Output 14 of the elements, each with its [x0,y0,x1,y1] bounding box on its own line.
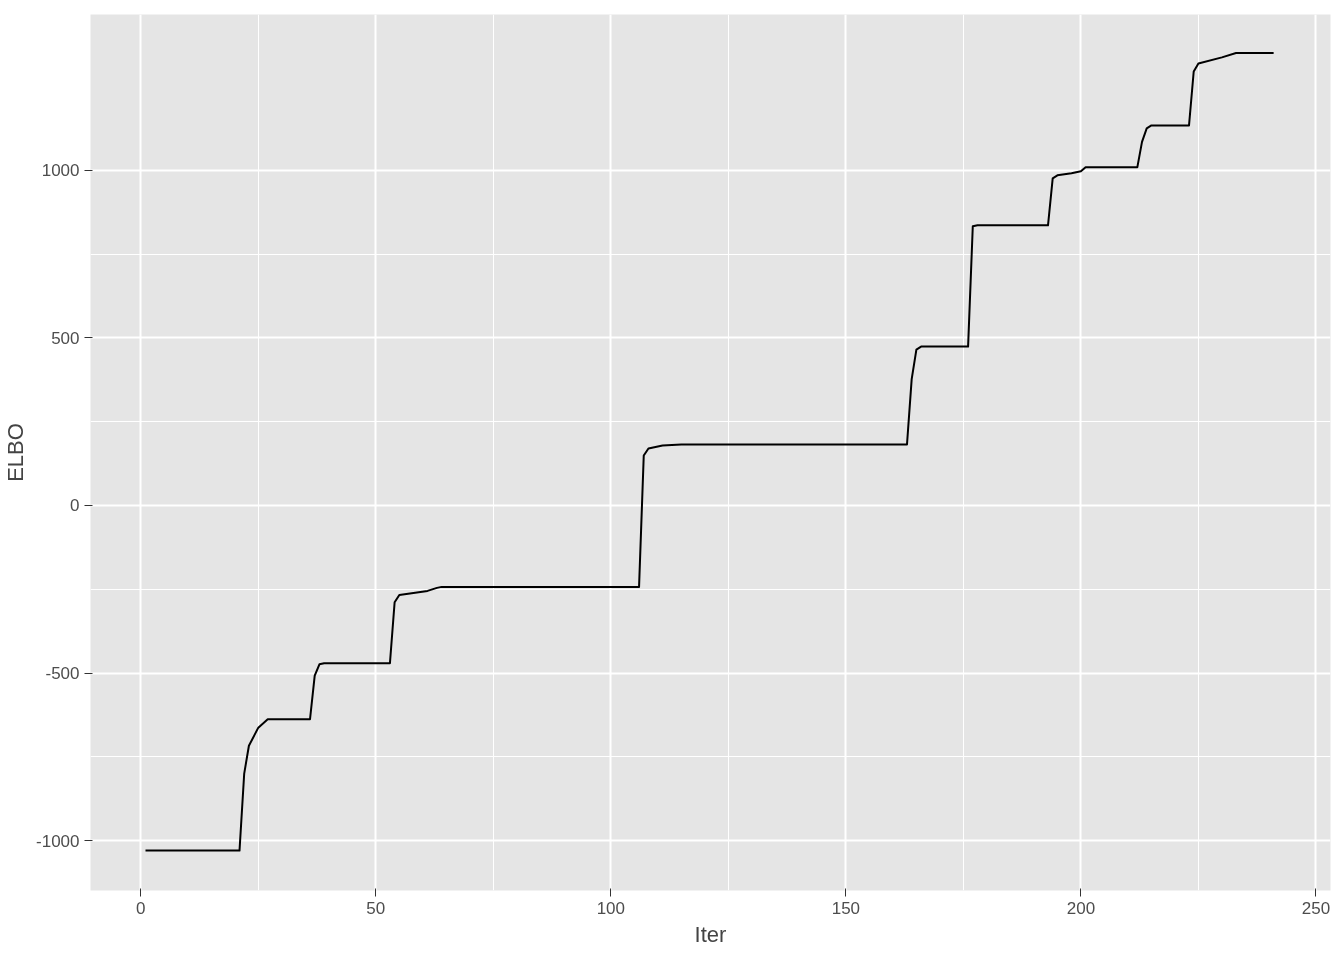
x-tick-label: 100 [596,898,626,918]
x-tick-label: 250 [1301,898,1331,918]
y-tick-label: 500 [51,328,80,348]
x-tick-label: 50 [366,898,386,918]
y-tick-label: 1000 [41,161,80,181]
y-tick-label: -1000 [36,831,80,851]
line-series [144,52,1275,852]
x-tick-label: 200 [1066,898,1096,918]
y-axis-title: ELBO [3,423,29,482]
x-tick-label: 0 [136,898,146,918]
x-tick-label: 150 [831,898,861,918]
y-tick-label: -500 [45,664,80,684]
y-tick-label: 0 [70,496,80,516]
x-axis-title: Iter [694,921,727,947]
